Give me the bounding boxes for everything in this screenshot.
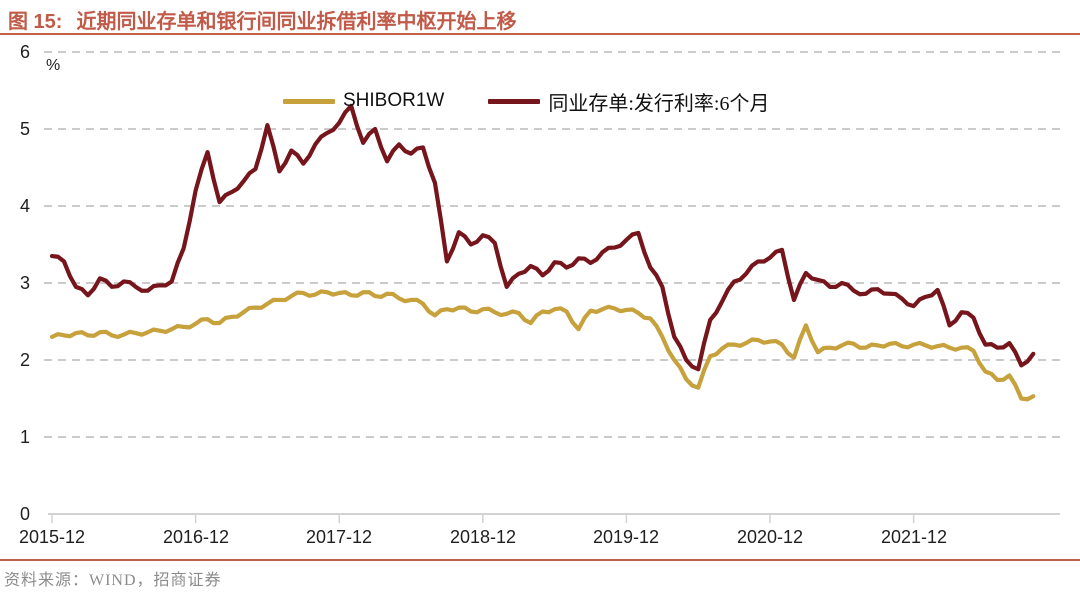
x-tick-label: 2017-12 — [305, 527, 373, 547]
bottom-divider — [0, 559, 1080, 561]
title-divider — [0, 33, 1080, 35]
y-tick-label: 1 — [19, 427, 30, 447]
data-source-note: 资料来源：WIND，招商证券 — [4, 572, 222, 589]
ncd-rate-line — [49, 103, 1036, 372]
shibor1w-line — [49, 289, 1036, 402]
x-tick-label: 2020-12 — [736, 527, 804, 547]
y-tick-label: 3 — [19, 273, 30, 293]
y-axis-unit-label: % — [46, 57, 61, 74]
y-tick-label: 4 — [19, 196, 30, 216]
y-tick-label: 6 — [19, 42, 30, 62]
x-tick-label: 2018-12 — [449, 527, 517, 547]
x-tick-label: 2021-12 — [880, 527, 948, 547]
figure-number: 图 15: — [8, 11, 63, 33]
shibor1w-line-swatch — [283, 98, 335, 104]
y-tick-label: 2 — [19, 350, 30, 370]
x-tick-label: 2015-12 — [18, 527, 86, 547]
legend-item-ncd: 同业存单:发行利率:6个月 — [488, 87, 769, 116]
chart-legend: SHIBOR1W 同业存单:发行利率:6个月 — [283, 87, 769, 116]
legend-label: 同业存单:发行利率:6个月 — [548, 92, 770, 115]
y-tick-label: 5 — [19, 119, 30, 139]
legend-item-shibor1w: SHIBOR1W — [283, 90, 444, 112]
x-tick-label: 2016-12 — [162, 527, 230, 547]
figure-header: 图 15: 近期同业存单和银行间同业拆借利率中枢开始上移 — [8, 5, 516, 34]
ncd-line-swatch — [488, 98, 541, 104]
y-tick-label: 0 — [19, 504, 30, 524]
page-title: 近期同业存单和银行间同业拆借利率中枢开始上移 — [76, 11, 517, 33]
x-tick-label: 2019-12 — [592, 527, 660, 547]
legend-label: SHIBOR1W — [343, 90, 445, 111]
